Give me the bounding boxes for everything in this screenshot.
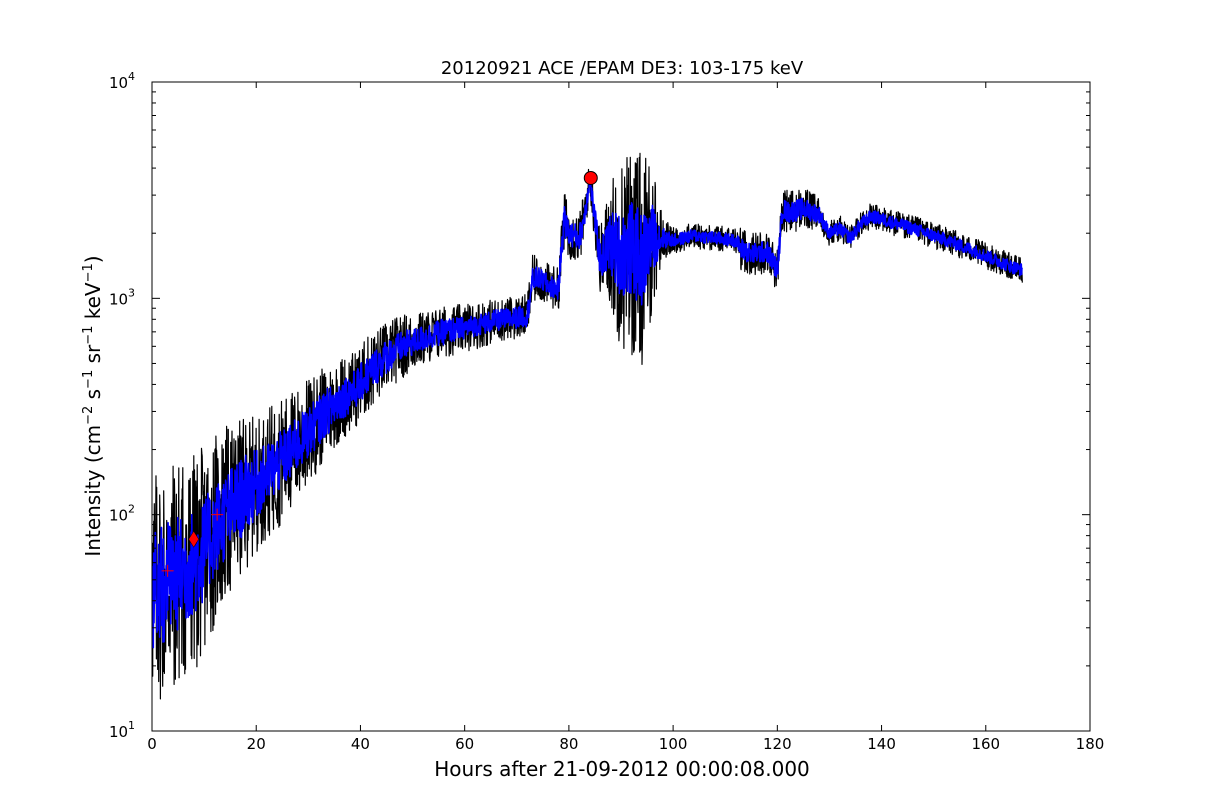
x-tick-label: 40: [351, 735, 370, 753]
y-tick-label: 103: [109, 286, 135, 308]
peak-circle-marker: [583, 170, 598, 185]
series-line-blue: [152, 174, 1023, 649]
x-tick-label: 100: [659, 735, 688, 753]
y-tick-label: 102: [109, 503, 135, 525]
chart-title: 20120921 ACE /EPAM DE3: 103-175 keV: [441, 58, 804, 79]
series-layer: [152, 152, 1023, 700]
x-tick-label: 120: [763, 735, 792, 753]
x-tick-label: 140: [867, 735, 896, 753]
y-axis-label: Intensity (cm−2 s−1 sr−1 keV−1): [81, 255, 105, 556]
x-tick-label: 160: [971, 735, 1000, 753]
x-tick-label: 0: [147, 735, 157, 753]
y-label-sup-4: −1: [81, 263, 96, 282]
plot-area: 0 20 40 60 80 100 120 140 160 180 101 102 103 104: [109, 70, 1104, 753]
y-label-mid-1: s: [81, 389, 105, 406]
marker-layer: [161, 170, 598, 577]
y-label-mid-2: sr: [81, 344, 105, 370]
x-tick-label: 80: [559, 735, 578, 753]
diamond-marker: [188, 530, 199, 548]
x-tick-label: 20: [247, 735, 266, 753]
x-axis-label: Hours after 21-09-2012 00:00:08.000: [434, 757, 810, 781]
y-axis: 101 102 103 104: [109, 70, 1090, 741]
y-tick-label: 101: [109, 719, 135, 741]
plus-marker: [161, 564, 174, 577]
plus-marker: [211, 508, 224, 521]
y-label-prefix: Intensity (cm: [81, 425, 105, 557]
y-label-suffix: ): [81, 255, 105, 263]
y-label-sup-2: −1: [81, 370, 96, 389]
x-axis: 0 20 40 60 80 100 120 140 160 180: [147, 82, 1104, 753]
axes-frame: [151, 81, 1091, 732]
y-label-sup-3: −1: [81, 326, 96, 345]
y-label-mid-3: keV: [81, 282, 105, 326]
y-tick-label: 104: [109, 70, 135, 92]
y-label-sup-1: −2: [81, 406, 96, 425]
x-tick-label: 180: [1076, 735, 1105, 753]
x-tick-label: 60: [455, 735, 474, 753]
